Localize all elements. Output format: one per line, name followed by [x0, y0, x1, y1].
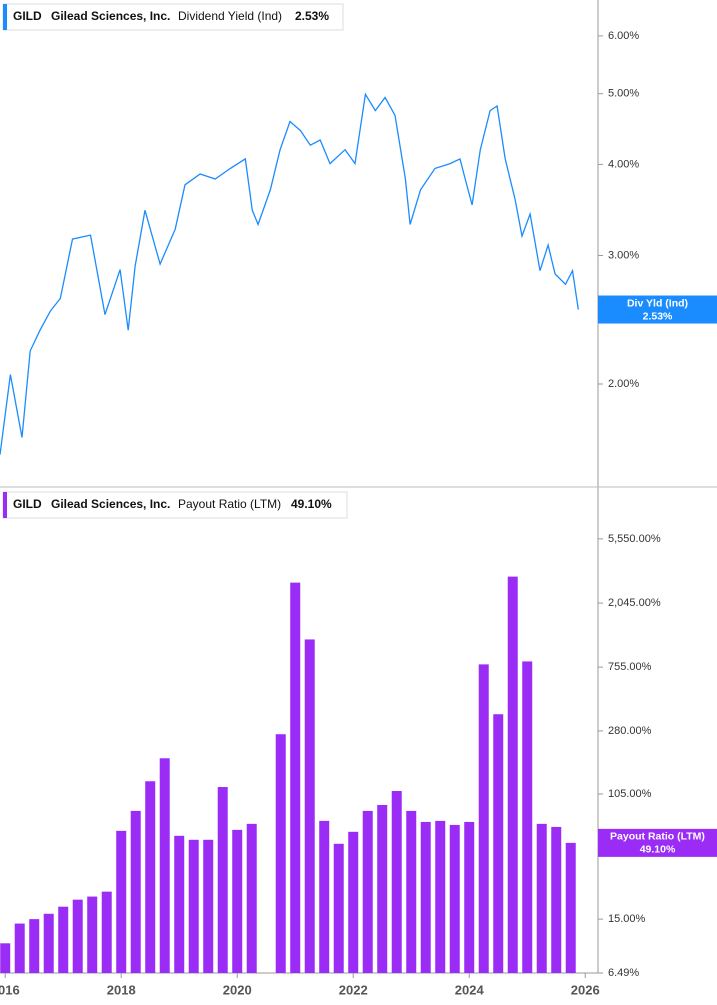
- bar: [29, 919, 40, 973]
- bar: [72, 899, 83, 973]
- bar: [348, 831, 359, 973]
- bar: [391, 790, 402, 973]
- y-tick-label: 280.00%: [608, 725, 652, 737]
- value-tag-name: Div Yld (Ind): [627, 297, 688, 309]
- value-tag-name: Payout Ratio (LTM): [610, 831, 705, 843]
- bar: [464, 821, 475, 973]
- header-accent: [3, 492, 7, 518]
- bar: [188, 839, 199, 973]
- bar: [232, 829, 243, 973]
- bar: [290, 582, 301, 973]
- bar: [333, 843, 344, 973]
- bar: [377, 804, 388, 973]
- bar: [449, 824, 460, 973]
- x-tick-label: 2020: [223, 982, 252, 997]
- y-tick-label: 6.00%: [608, 30, 639, 42]
- bar: [43, 913, 54, 973]
- ticker: GILD: [13, 9, 42, 23]
- metric: Payout Ratio (LTM): [178, 497, 281, 511]
- x-tick-label: 2016: [0, 982, 20, 997]
- y-tick-label: 3.00%: [608, 249, 639, 261]
- y-tick-label: 2.00%: [608, 378, 639, 390]
- x-tick-label: 2018: [107, 982, 136, 997]
- current-value: 2.53%: [295, 9, 329, 23]
- bar: [101, 891, 112, 973]
- bar: [174, 835, 185, 973]
- bar: [478, 664, 489, 973]
- bar: [0, 943, 11, 973]
- y-tick-label: 4.00%: [608, 158, 639, 170]
- bar: [275, 734, 286, 973]
- bar: [14, 923, 25, 973]
- bar: [319, 820, 330, 973]
- bar: [145, 781, 156, 973]
- header: GILD Gilead Sciences, Inc. Payout Ratio …: [2, 491, 348, 519]
- header-box: [2, 3, 344, 31]
- header-box: [2, 491, 348, 519]
- y-tick-label: 15.00%: [608, 913, 646, 925]
- y-tick-label: 755.00%: [608, 661, 652, 673]
- bar: [493, 714, 504, 973]
- bar: [304, 639, 315, 973]
- bar: [536, 823, 547, 973]
- y-tick-label: 105.00%: [608, 788, 652, 800]
- company: Gilead Sciences, Inc.: [51, 9, 170, 23]
- bar: [565, 842, 576, 973]
- value-tag-value: 2.53%: [643, 310, 673, 322]
- bar: [116, 830, 127, 973]
- line: [0, 92, 579, 455]
- bar: [406, 810, 417, 973]
- header-accent: [3, 4, 7, 30]
- bar: [362, 810, 373, 973]
- bar: [420, 821, 431, 973]
- y-tick-label: 2,045.00%: [608, 597, 661, 609]
- bar: [246, 823, 257, 973]
- bar: [435, 820, 446, 973]
- y-tick-label: 6.49%: [608, 967, 639, 979]
- bar: [58, 906, 69, 973]
- bar: [507, 576, 518, 973]
- x-tick-label: 2024: [455, 982, 485, 997]
- bar: [130, 810, 141, 973]
- x-tick-label: 2022: [339, 982, 368, 997]
- bar: [159, 758, 170, 973]
- value-tag: [598, 828, 717, 857]
- value-tag-value: 49.10%: [640, 844, 676, 856]
- y-tick-label: 5.00%: [608, 88, 639, 100]
- company: Gilead Sciences, Inc.: [51, 497, 170, 511]
- current-value: 49.10%: [291, 497, 332, 511]
- bar: [522, 661, 533, 973]
- bar: [203, 839, 214, 973]
- bar: [87, 896, 98, 973]
- bar: [217, 787, 228, 973]
- y-tick-label: 5,550.00%: [608, 533, 661, 545]
- value-tag: [598, 295, 717, 324]
- bar: [551, 826, 562, 973]
- x-tick-label: 2026: [571, 982, 600, 997]
- metric: Dividend Yield (Ind): [178, 9, 282, 23]
- header: GILD Gilead Sciences, Inc. Dividend Yiel…: [2, 3, 344, 31]
- ticker: GILD: [13, 497, 42, 511]
